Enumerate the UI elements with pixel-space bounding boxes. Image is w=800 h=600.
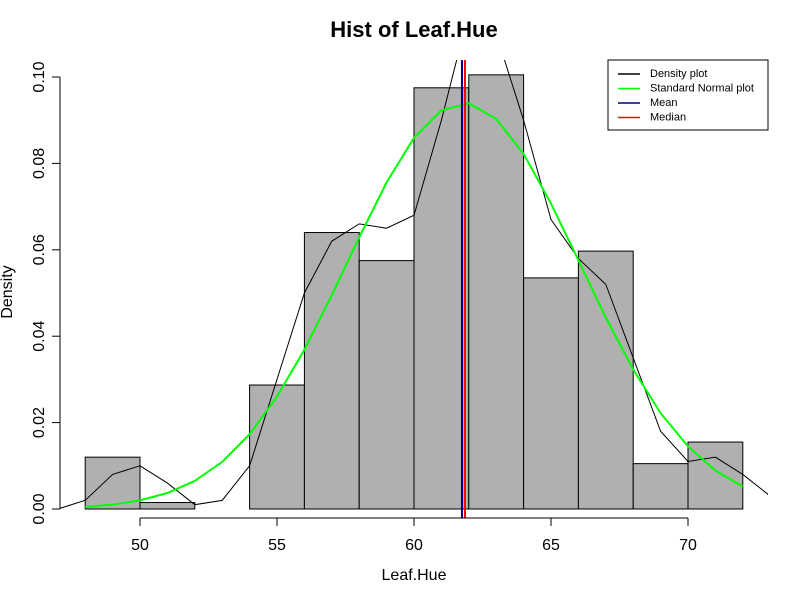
density-line xyxy=(60,60,768,509)
y-tick-label: 0.06 xyxy=(31,234,48,265)
bar xyxy=(523,277,579,510)
bar xyxy=(468,74,525,510)
bar xyxy=(413,87,470,510)
x-tick-label: 70 xyxy=(679,537,697,554)
x-tick-label: 50 xyxy=(131,537,149,554)
x-axis-title: Leaf.Hue xyxy=(382,567,447,584)
y-tick-label: 0.10 xyxy=(31,61,48,92)
bar xyxy=(577,250,634,510)
legend-label: Median xyxy=(650,111,686,123)
legend-label: Mean xyxy=(650,97,678,109)
bar xyxy=(687,441,744,510)
y-axis-title: Density xyxy=(0,265,16,318)
bar xyxy=(358,260,415,510)
legend-label: Density plot xyxy=(650,68,707,80)
bar xyxy=(303,232,360,510)
y-tick-label: 0.04 xyxy=(31,321,48,352)
y-tick-label: 0.08 xyxy=(31,148,48,179)
y-tick-label: 0.02 xyxy=(31,407,48,438)
x-tick-label: 65 xyxy=(542,537,560,554)
chart-title: Hist of Leaf.Hue xyxy=(330,17,497,42)
density-line xyxy=(85,102,744,508)
bar xyxy=(84,456,141,510)
legend: Density plot Standard Normal plot Mean Medi… xyxy=(607,59,769,131)
x-tick-label: 60 xyxy=(405,537,423,554)
x-tick-label: 55 xyxy=(268,537,286,554)
plot-area xyxy=(60,60,768,518)
legend-label: Standard Normal plot xyxy=(650,82,754,94)
y-tick-label: 0.00 xyxy=(31,493,48,524)
bar xyxy=(139,502,196,510)
bar xyxy=(249,384,305,510)
legend-box xyxy=(607,59,769,131)
bar xyxy=(632,463,689,510)
